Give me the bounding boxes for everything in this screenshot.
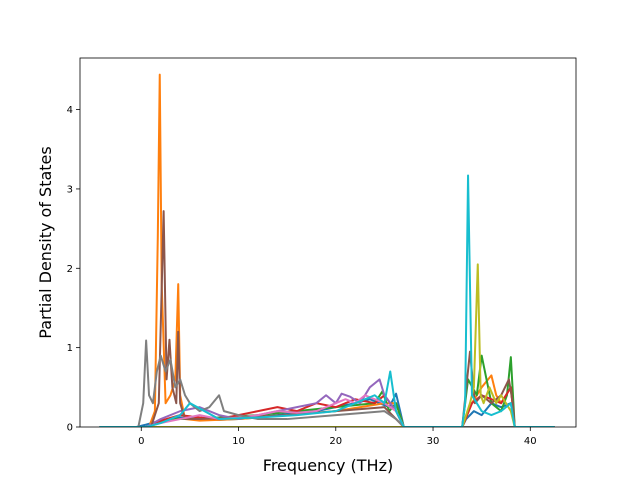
x-tick-label: 0 (138, 436, 144, 447)
axes-frame (79, 57, 577, 428)
x-tick-label: 10 (232, 436, 245, 447)
x-axis-label: Frequency (THz) (263, 456, 393, 475)
y-axis: 0 1 2 3 4 (67, 105, 80, 434)
x-tick-label: 30 (427, 436, 440, 447)
y-tick-label: 2 (67, 264, 73, 275)
plot-area (99, 73, 555, 427)
y-tick-label: 1 (67, 343, 73, 354)
series-line-5 (99, 378, 555, 427)
y-tick-label: 4 (67, 105, 73, 116)
series-layer (99, 73, 555, 427)
series-line-10 (99, 174, 555, 427)
x-tick-label: 40 (524, 436, 537, 447)
y-tick-label: 0 (67, 423, 73, 434)
y-tick-label: 3 (67, 184, 73, 195)
series-line-9 (99, 263, 555, 427)
series-line-8 (99, 339, 555, 427)
x-axis: 0 10 20 30 40 (138, 427, 537, 447)
y-axis-label: Partial Density of States (36, 146, 55, 338)
x-tick-label: 20 (329, 436, 342, 447)
